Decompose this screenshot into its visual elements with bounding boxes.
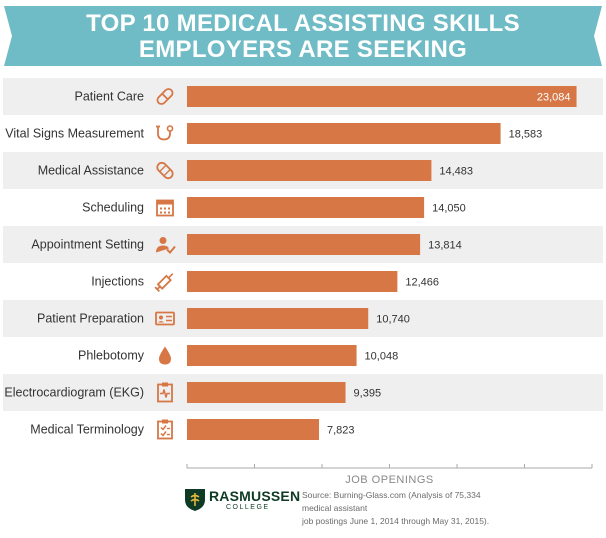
title-line-2: EMPLOYERS ARE SEEKING [138, 36, 468, 63]
pill-icon [156, 88, 174, 105]
value-label: 10,740 [376, 314, 410, 326]
bar [187, 345, 357, 366]
id-card-icon [155, 311, 175, 326]
category-label: Patient Care [75, 90, 145, 104]
category-label: Injections [91, 275, 144, 289]
bar [187, 160, 432, 181]
category-label: Appointment Setting [31, 238, 144, 252]
bar [187, 271, 398, 292]
bar [187, 382, 346, 403]
title-banner: TOP 10 MEDICAL ASSISTING SKILLS EMPLOYER… [4, 6, 602, 66]
bar [187, 197, 425, 218]
value-label: 12,466 [405, 277, 439, 289]
source-note: Source: Burning-Glass.com (Analysis of 7… [302, 489, 502, 528]
blood-drop-icon [159, 346, 171, 365]
value-label: 10,048 [365, 351, 399, 363]
category-label: Medical Assistance [38, 164, 144, 178]
bar [187, 308, 369, 329]
category-label: Electrocardiogram (EKG) [4, 386, 144, 400]
x-axis-label: JOB OPENINGS [345, 474, 434, 485]
value-label: 14,483 [439, 166, 473, 178]
user-check-icon [156, 237, 176, 254]
bar-chart: Patient Care 23,084 Vital Signs Measuremen… [3, 78, 603, 485]
banner-ribbon [4, 6, 602, 66]
value-label: 7,823 [327, 425, 355, 437]
value-label: 18,583 [509, 129, 543, 141]
source-line-2: job postings June 1, 2014 through May 31… [302, 516, 490, 526]
category-label: Vital Signs Measurement [5, 127, 144, 141]
bar [187, 86, 577, 107]
brand-subtitle: COLLEGE [226, 504, 270, 511]
value-label: 9,395 [354, 388, 382, 400]
category-label: Scheduling [82, 201, 144, 215]
stethoscope-icon [156, 125, 174, 141]
category-label: Phlebotomy [78, 349, 145, 363]
title-line-1: TOP 10 MEDICAL ASSISTING SKILLS [86, 10, 520, 37]
checklist-clipboard-icon [157, 419, 173, 440]
category-label: Medical Terminology [30, 423, 144, 437]
calendar-icon [156, 199, 174, 217]
ekg-clipboard-icon [157, 382, 173, 403]
bar [187, 234, 421, 255]
bandage-icon [156, 161, 174, 180]
category-label: Patient Preparation [37, 312, 144, 326]
brand-name: RASMUSSEN [209, 488, 301, 504]
bar [187, 419, 320, 440]
rasmussen-shield-logo [185, 489, 205, 511]
value-label: 23,084 [537, 92, 571, 104]
source-line-1: Source: Burning-Glass.com (Analysis of 7… [302, 490, 481, 513]
value-label: 14,050 [432, 203, 466, 215]
value-label: 13,814 [428, 240, 462, 252]
bar [187, 123, 501, 144]
syringe-icon [154, 273, 174, 293]
